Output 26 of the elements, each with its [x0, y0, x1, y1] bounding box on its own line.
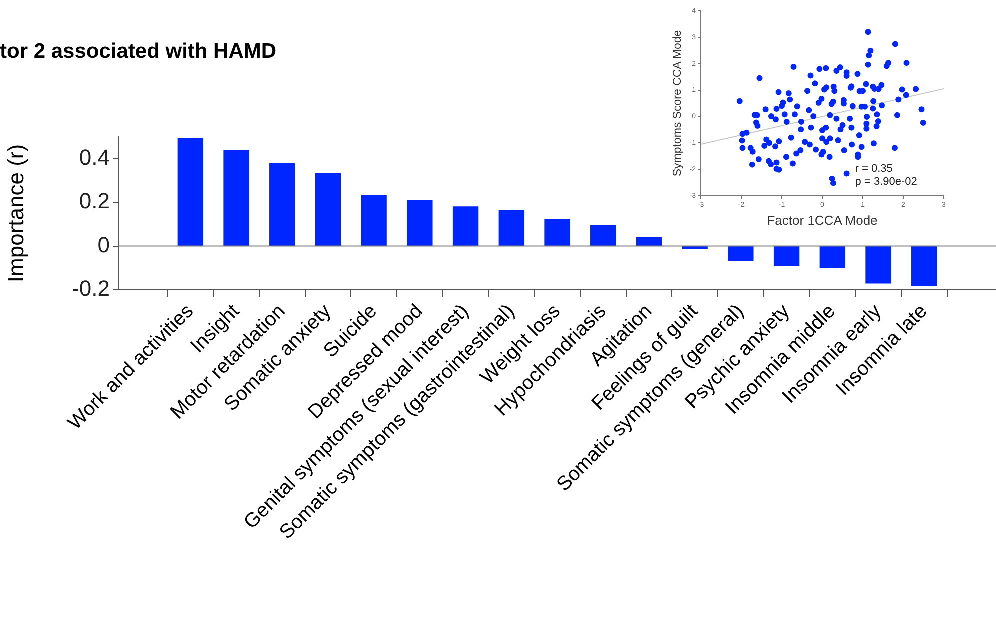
y-tick-label: 0.2 [79, 188, 110, 214]
bar [590, 225, 616, 246]
bar [361, 195, 387, 246]
bar [270, 164, 296, 246]
bar [912, 246, 938, 286]
y-tick-label: 0 [98, 232, 110, 258]
y-axis-title: Symptoms Score CCA Mode [672, 30, 684, 177]
y-tick-label: 0.4 [79, 144, 110, 170]
bar [452, 206, 479, 246]
bar [728, 246, 754, 262]
bar [407, 200, 433, 246]
bar [178, 138, 204, 246]
y-tick-label: -0.2 [72, 276, 110, 302]
bar [315, 173, 342, 246]
chart-title: tor 2 associated with HAMD [0, 40, 277, 64]
y-axis-title: Importance (r) [3, 144, 28, 283]
annotation: p = 3.90e-02 [855, 176, 918, 188]
bar [774, 246, 800, 266]
bar [866, 246, 892, 284]
bar [224, 150, 250, 246]
bar [820, 246, 846, 268]
annotation: r = 0.35 [855, 163, 893, 176]
bar [498, 210, 524, 246]
bar [544, 219, 570, 246]
x-axis-title: Factor 1CCA Mode [767, 212, 878, 228]
bar [636, 237, 662, 246]
